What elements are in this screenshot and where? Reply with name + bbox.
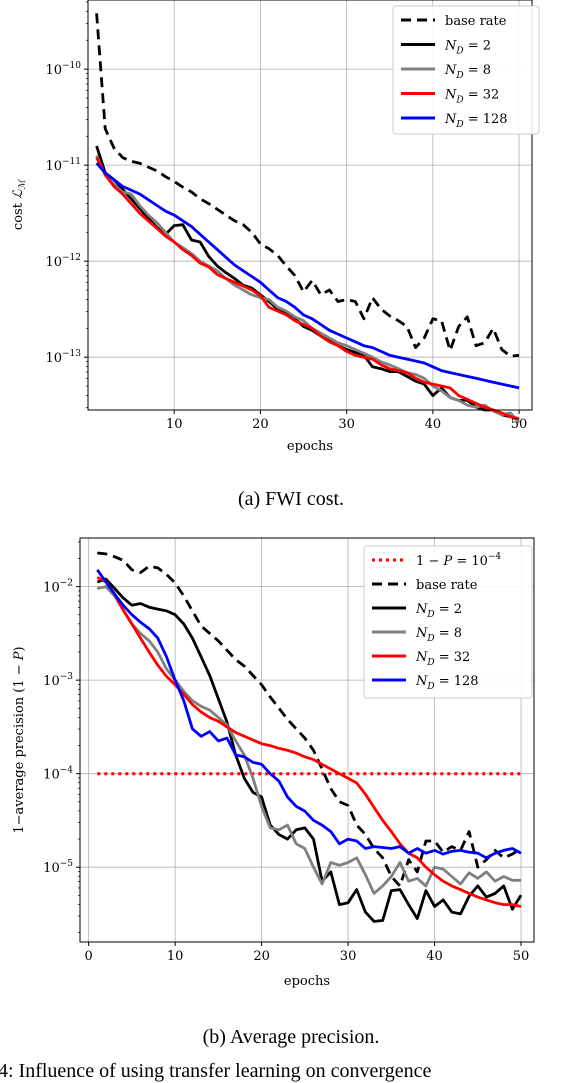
x-axis-label: epochs: [287, 439, 333, 454]
legend-label: ND = 128: [444, 112, 508, 130]
x-axis-label: epochs: [284, 974, 330, 989]
y-tick-label: 10−3: [43, 672, 73, 689]
legend-label: ND = 128: [415, 674, 479, 692]
y-axis-label: cost ℒℳ: [11, 179, 28, 231]
legend-label: ND = 32: [415, 650, 470, 668]
figure-caption-fragment: 4: Influence of using transfer learning …: [0, 1060, 432, 1082]
legend-box: [392, 5, 540, 135]
y-tick-label: 10−12: [45, 253, 81, 270]
tick-labels: 10 20 30 40 50 10−10 10−11 10−12 10−13: [45, 1, 528, 432]
legend-label: ND = 8: [415, 626, 462, 644]
y-axis-label: 1−average precision (1 − P): [12, 646, 27, 833]
y-tick-label: 10−11: [45, 157, 81, 174]
y-tick-label: 10−2: [43, 579, 73, 596]
legend-label: ND = 2: [415, 602, 462, 620]
series-line-n-d-32: [95, 156, 520, 420]
x-tick-label: 0: [85, 949, 93, 964]
legend: base rate ND = 2 ND = 8 ND = 32 ND = 128: [392, 5, 540, 135]
series-line-n-d-128: [95, 162, 520, 390]
y-tick-label: 10−4: [43, 766, 73, 783]
caption-b: (b) Average precision.: [202, 1026, 380, 1048]
x-tick-label: 20: [252, 417, 269, 432]
plot-lines: [96, 551, 523, 923]
x-tick-label: 40: [425, 417, 442, 432]
caption-a: (a) FWI cost.: [237, 488, 345, 510]
series-line-n-d-8: [95, 155, 521, 424]
legend-label: ND = 8: [444, 63, 491, 81]
cost-chart: 10 20 30 40 50 10−10 10−11 10−12 10−13 epochs co…: [11, 0, 540, 454]
series-line-base-rate: [97, 551, 522, 888]
axes-frame: [87, 0, 533, 411]
legend-label: base rate: [416, 578, 478, 593]
x-tick-label: 30: [340, 949, 357, 964]
x-tick-label: 30: [338, 417, 355, 432]
series-line-n-d-2: [95, 145, 520, 421]
y-tick-label: 10−13: [45, 349, 81, 366]
series-line-n-d-32: [96, 576, 522, 908]
series-line-n-d-8: [96, 585, 521, 895]
x-tick-label: 40: [426, 949, 443, 964]
x-tick-label: 20: [253, 949, 270, 964]
series-line-n-d-128: [96, 568, 522, 860]
series-line-base-rate: [95, 13, 520, 358]
series-line-n-d-2: [96, 577, 523, 923]
x-tick-label: 10: [166, 417, 183, 432]
y-tick-label: 10−10: [45, 61, 81, 78]
legend-label: base rate: [445, 14, 507, 29]
precision-chart: 0 10 20 30 40 50 10−2 10−3 10−4 10−5 epochs 1−ave…: [12, 537, 535, 989]
y-tick-label: 10−5: [43, 859, 73, 876]
legend-label: ND = 2: [444, 39, 491, 57]
axes-frame: [79, 537, 535, 943]
x-tick-label: 10: [167, 949, 184, 964]
legend-label: 1 − P = 10−4: [416, 552, 501, 569]
plot-lines: [95, 13, 521, 424]
x-tick-label: 50: [511, 417, 528, 432]
x-tick-label: 50: [513, 949, 530, 964]
legend: 1 − P = 10−4 base rate ND = 2 ND = 8 ND = 32…: [363, 545, 533, 699]
legend-label: ND = 32: [444, 88, 499, 106]
